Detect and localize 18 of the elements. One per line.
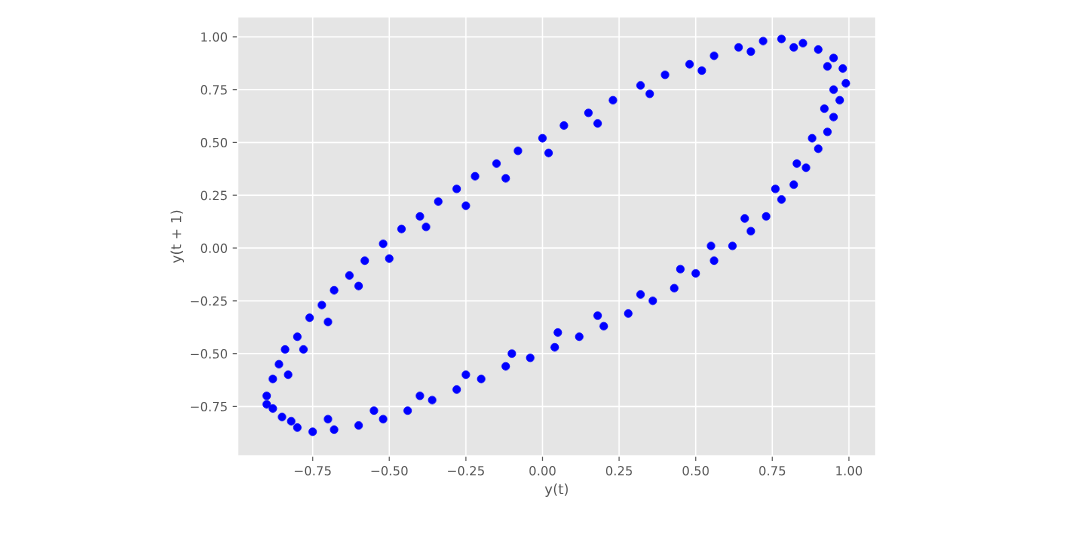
y-tick-label: −0.75: [190, 401, 227, 412]
y-tick-label: 0.25: [200, 190, 227, 201]
x-tick-label: −0.75: [294, 466, 331, 476]
x-tick-label: 1.00: [836, 466, 862, 476]
y-tick-label: −0.25: [190, 296, 227, 306]
y-axis-title: y(t + 1): [170, 210, 185, 263]
x-tick-label: 0.75: [759, 466, 786, 476]
x-tick-label: 0.25: [606, 466, 632, 476]
y-tick-label: 0.50: [200, 137, 228, 148]
y-tick-label: 1.00: [201, 32, 228, 42]
y-tick-label: 0.75: [200, 85, 227, 95]
x-tick-label: −0.50: [371, 466, 408, 476]
y-tick-label: −0.50: [190, 349, 228, 359]
y-tick-label: 0.00: [200, 243, 228, 253]
x-tick-label: 0.50: [682, 466, 709, 476]
x-axis-title: y(t): [544, 483, 568, 497]
x-tick-label: 0.00: [529, 466, 556, 476]
x-tick-label: −0.25: [448, 466, 484, 476]
